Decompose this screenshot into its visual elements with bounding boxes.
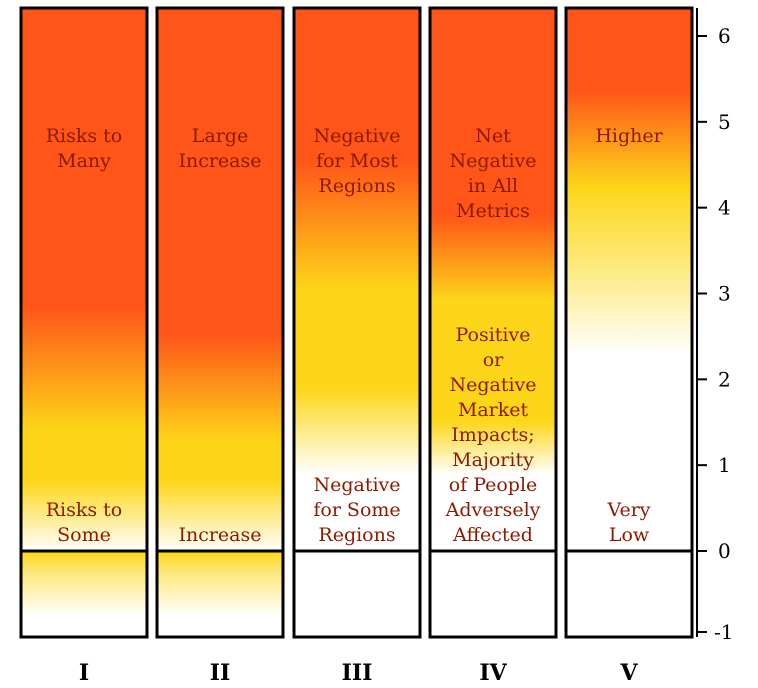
top-label-line: Increase: [178, 150, 261, 172]
column-numeral: III: [342, 660, 373, 686]
top-label-line: Metrics: [456, 200, 530, 222]
bottom-label-line: Negative: [313, 474, 400, 496]
column-numeral: II: [210, 660, 231, 686]
bottom-label-line: Adversely: [445, 499, 541, 521]
column-v: Higher Very Low V: [564, 6, 694, 686]
column-numeral: V: [619, 660, 638, 686]
axis-tick-label: -1: [714, 620, 733, 644]
top-label-line: Negative: [313, 125, 400, 147]
top-label-line: Risks to: [46, 125, 123, 147]
top-label-line: Many: [57, 150, 111, 172]
bottom-label-line: Regions: [318, 524, 395, 546]
bottom-label-line: or: [483, 349, 504, 371]
bottom-label-line: of People: [449, 474, 538, 496]
risk-gradient-bar: [566, 8, 692, 551]
axis-tick-label: 4: [718, 196, 731, 220]
below-zero-fade: [157, 551, 283, 637]
column-ii: Large Increase Increase II: [155, 6, 285, 686]
bottom-label: Negative for Some Regions: [313, 474, 400, 546]
bottom-label-line: Increase: [178, 524, 261, 546]
axis-tick-label: 3: [718, 282, 731, 306]
column-outline: [428, 6, 558, 639]
bottom-label: Risks to Some: [46, 499, 123, 546]
top-label: Net Negative in All Metrics: [449, 125, 536, 222]
bottom-label-line: Very: [606, 499, 650, 521]
y-axis: 6 5 4 3 2 1 0 -1: [696, 8, 733, 644]
top-label: Higher: [595, 125, 663, 147]
column-numeral: IV: [479, 660, 507, 686]
bottom-label: Increase: [178, 524, 261, 546]
bottom-label-line: Majority: [452, 449, 534, 471]
axis-tick-label: 0: [718, 539, 731, 563]
column-i: Risks to Many Risks to Some I: [19, 6, 149, 686]
column-outline: [564, 6, 694, 639]
risk-gradient-bar: [21, 8, 147, 551]
axis-tick-label: 2: [718, 367, 731, 391]
bottom-label-line: Some: [57, 524, 111, 546]
bottom-label-line: Negative: [449, 374, 536, 396]
axis-tick-label: 1: [718, 453, 731, 477]
column-numeral: I: [79, 660, 89, 686]
top-label-line: Net: [475, 125, 511, 147]
axis-tick-label: 6: [718, 24, 731, 48]
top-label-line: Large: [192, 125, 248, 147]
column-outline: [155, 6, 285, 639]
top-label-line: Higher: [595, 125, 663, 147]
top-label-line: in All: [468, 175, 518, 197]
top-label-line: Negative: [449, 150, 536, 172]
bottom-label-line: Affected: [452, 524, 533, 546]
below-zero-fade: [21, 551, 147, 637]
bottom-label-line: Market: [458, 399, 529, 421]
axis-tick-label: 5: [718, 110, 731, 134]
top-label: Large Increase: [178, 125, 261, 172]
column-iii: Negative for Most Regions Negative for Some R…: [292, 6, 422, 686]
bottom-label: Very Low: [606, 499, 650, 546]
risk-gradient-bar: [157, 8, 283, 551]
bottom-label-line: Risks to: [46, 499, 123, 521]
top-label: Negative for Most Regions: [313, 125, 400, 197]
bottom-label: Positive or Negative Market Impacts; Majority…: [445, 324, 541, 546]
bottom-label-line: Impacts;: [451, 424, 534, 446]
risk-gradient-bar: [294, 8, 420, 551]
column-outline: [292, 6, 422, 639]
bottom-label-line: Low: [609, 524, 650, 546]
bottom-label-line: for Some: [313, 499, 400, 521]
column-iv: Net Negative in All Metrics Positive or Negati…: [428, 6, 558, 686]
top-label-line: Regions: [318, 175, 395, 197]
column-outline: [19, 6, 149, 639]
bottom-label-line: Positive: [456, 324, 531, 346]
risk-gradient-bar: [430, 8, 556, 551]
top-label: Risks to Many: [46, 125, 123, 172]
top-label-line: for Most: [316, 150, 398, 172]
